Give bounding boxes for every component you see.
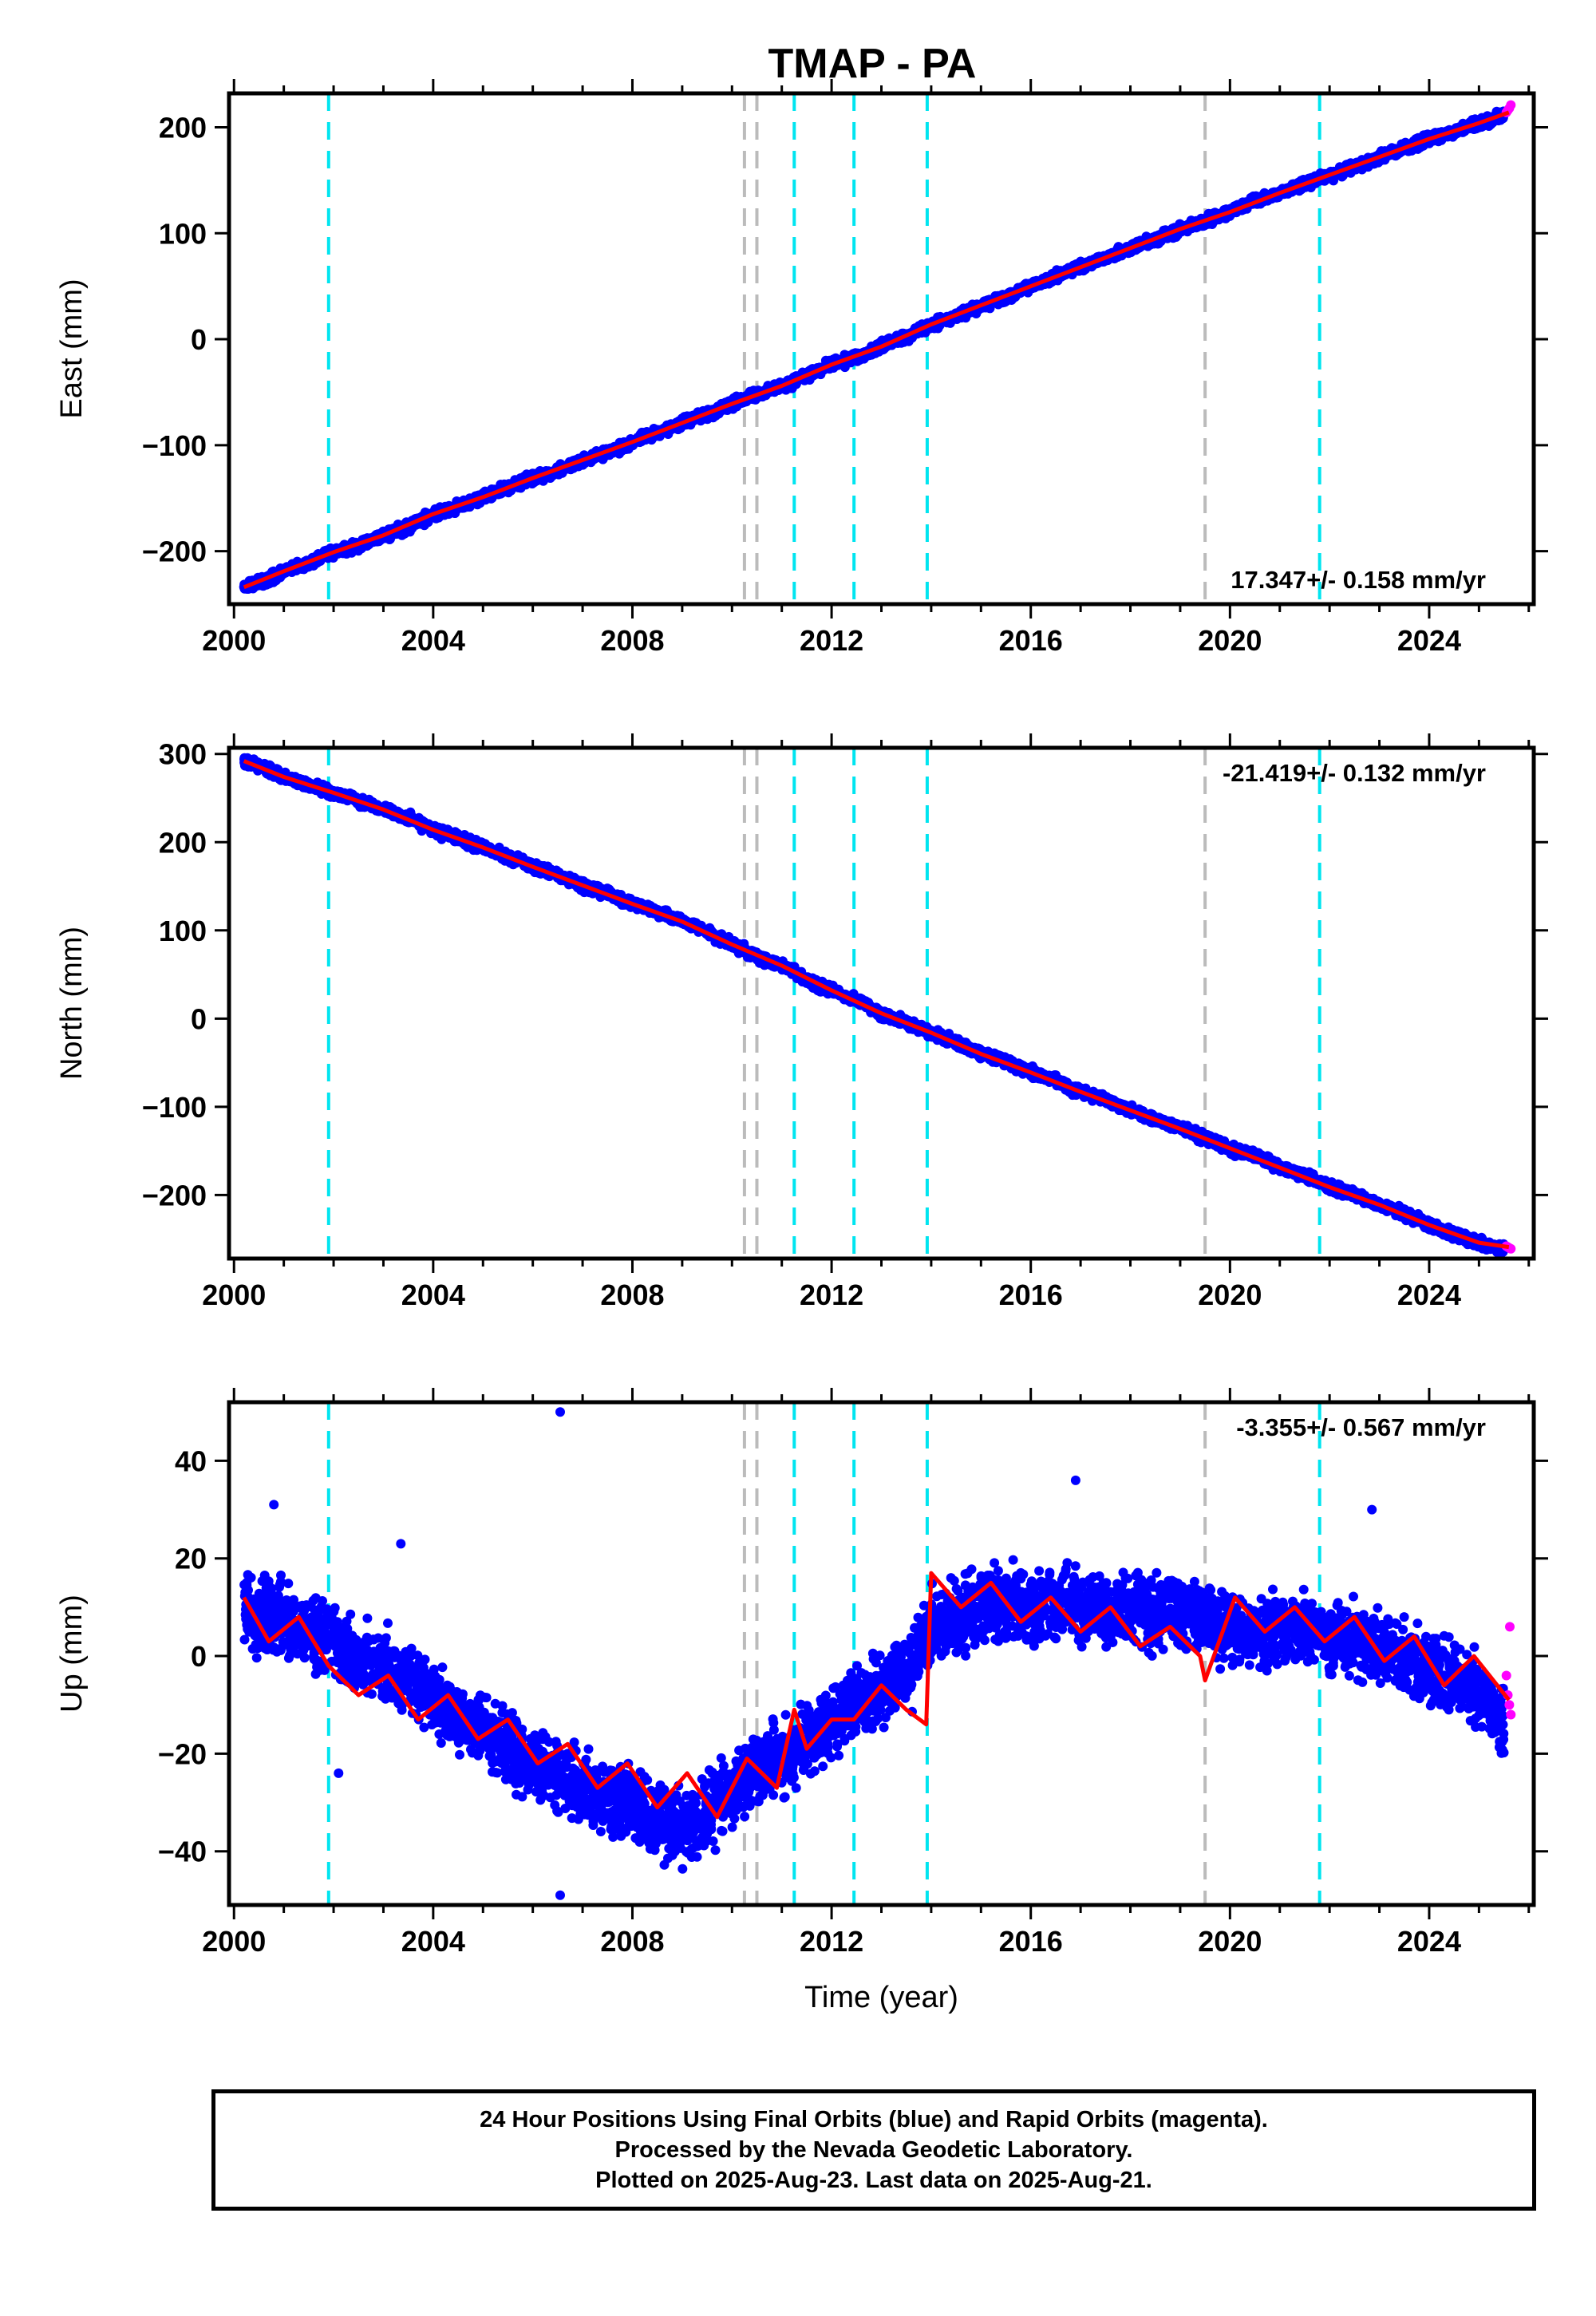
y-axis-label: East (mm) [55,279,89,418]
x-tick-label: 2000 [202,624,266,657]
chart-panel-north: 2000 2004 2008 2012 2016 2020 2024−200−1000100… [55,733,1548,1311]
chart-panel-east: 2000 2004 2008 2012 2016 2020 2024 −200 −100 0 100… [55,79,1548,657]
x-tick-label: 2020 [1198,624,1262,657]
y-tick-label: 0 [191,323,207,356]
data-point [614,449,624,459]
x-tick-label: 2016 [999,624,1063,657]
x-tick-label: 2024 [1397,624,1461,657]
data-point [1506,100,1516,110]
x-tick-label: 2012 [800,624,863,657]
data-point [405,807,416,817]
y-tick-label: 100 [159,217,207,250]
y-tick-label: −100 [142,429,207,462]
y-tick-label: −200 [142,536,207,568]
y-tick-label: 200 [159,111,207,144]
data-point [405,527,415,537]
x-tick-label: 2004 [401,624,465,657]
rate-label: 17.347+/- 0.158 mm/yr [1231,566,1486,594]
x-tick-label: 2008 [600,624,664,657]
